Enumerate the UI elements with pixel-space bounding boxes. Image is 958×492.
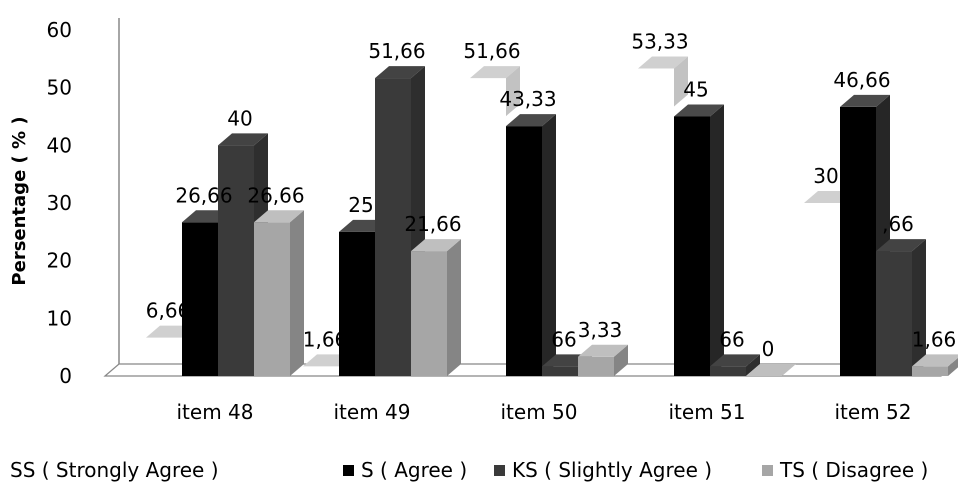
bar-front: [218, 145, 254, 376]
legend-item: S ( Agree ): [343, 458, 467, 482]
bar: [470, 66, 520, 117]
bar-side: [948, 357, 958, 376]
bar-side: [614, 344, 628, 376]
legend: SS ( Strongly Agree ) S ( Agree ) KS ( Sli…: [10, 458, 928, 482]
x-tick-label: item 50: [501, 400, 578, 424]
bar-top: [411, 239, 461, 252]
bar-side: [290, 210, 304, 376]
data-label: 45: [683, 78, 708, 102]
data-label: 1,66: [912, 327, 957, 351]
data-label: 53,33: [631, 29, 688, 53]
bar-front: [411, 251, 447, 376]
y-tick-label: 40: [47, 133, 72, 157]
bar-top: [375, 66, 425, 79]
data-label: 26,66: [175, 183, 232, 207]
bar-side: [746, 354, 760, 376]
bars-layer: [146, 56, 958, 377]
bar-front: [182, 222, 218, 376]
legend-swatch: [343, 465, 354, 476]
bar-side: [542, 114, 556, 376]
bar-side: [506, 66, 520, 117]
labels-layer: 6,66 26,66 40 26,66 item 48 1,66 25 51,66 21,66 i…: [146, 29, 957, 424]
bar-top: [638, 56, 688, 69]
data-label: 3,33: [578, 318, 623, 342]
bar-top: [470, 66, 520, 79]
x-tick-label: item 49: [334, 400, 411, 424]
data-label: 6,66: [146, 299, 191, 323]
bar-top: [840, 94, 890, 107]
data-label: 46,66: [833, 68, 890, 92]
data-label: 40: [227, 106, 252, 130]
data-label: ,66: [882, 212, 914, 236]
y-tick-label: 20: [47, 249, 72, 273]
data-label: 66: [719, 327, 744, 351]
bar: [710, 354, 760, 376]
legend-item: KS ( Slightly Agree ): [494, 458, 712, 482]
bar-front: [542, 366, 578, 376]
bar-front: [375, 78, 411, 377]
data-label: 1,66: [303, 327, 348, 351]
bar: [578, 344, 628, 376]
data-label: 25: [348, 193, 373, 217]
bar-top: [506, 114, 556, 127]
legend-label: KS ( Slightly Agree ): [512, 458, 712, 482]
legend-swatch: [494, 465, 505, 476]
bar-front: [840, 106, 876, 376]
data-label: 26,66: [247, 183, 304, 207]
bar-top: [912, 354, 958, 367]
bar-top: [710, 354, 760, 367]
bar: [876, 239, 926, 376]
bar-side: [710, 104, 724, 376]
data-label: 21,66: [404, 212, 461, 236]
data-label: 43,33: [499, 87, 556, 111]
bar-front: [912, 366, 948, 376]
bar-top: [218, 133, 268, 146]
bar: [638, 56, 688, 107]
legend-label: TS ( Disagree ): [779, 458, 928, 482]
bar-front: [710, 366, 746, 376]
y-tick-label: 0: [59, 364, 72, 388]
legend-item: SS ( Strongly Agree ): [10, 458, 219, 482]
x-tick-label: item 48: [177, 400, 254, 424]
data-label: 30: [813, 164, 838, 188]
bar-side: [674, 56, 688, 107]
bar-side: [447, 239, 461, 376]
legend-label: SS ( Strongly Agree ): [10, 458, 219, 482]
bar-top: [746, 364, 796, 376]
bar-front: [339, 231, 375, 376]
y-tick-label: 60: [47, 18, 72, 42]
legend-label: S ( Agree ): [361, 458, 467, 482]
legend-item: TS ( Disagree ): [762, 458, 928, 482]
bar-front: [254, 222, 290, 376]
y-tick-label: 30: [47, 191, 72, 215]
bar-side: [912, 239, 926, 376]
y-tick-label: 10: [47, 306, 72, 330]
y-tick-label: 50: [47, 76, 72, 100]
data-label: 66: [551, 327, 576, 351]
bar-top: [578, 344, 628, 357]
bar-front: [506, 126, 542, 376]
bar-top: [254, 210, 304, 223]
x-tick-label: item 52: [835, 400, 912, 424]
x-tick-label: item 51: [669, 400, 746, 424]
y-axis-title: Persentage ( % ): [9, 116, 30, 285]
bar-front: [876, 251, 912, 376]
bar-top: [876, 239, 926, 252]
bar: [411, 239, 461, 376]
data-label: 51,66: [463, 39, 520, 63]
bar: [912, 354, 958, 376]
bar: [674, 104, 724, 376]
bar: [746, 364, 796, 376]
legend-swatch: [762, 465, 773, 476]
bar: [254, 210, 304, 376]
bar-front: [578, 356, 614, 376]
bar: [506, 114, 556, 376]
data-label: 0: [762, 337, 775, 361]
data-label: 51,66: [368, 39, 425, 63]
bar-top: [674, 104, 724, 117]
bar-front: [674, 116, 710, 376]
